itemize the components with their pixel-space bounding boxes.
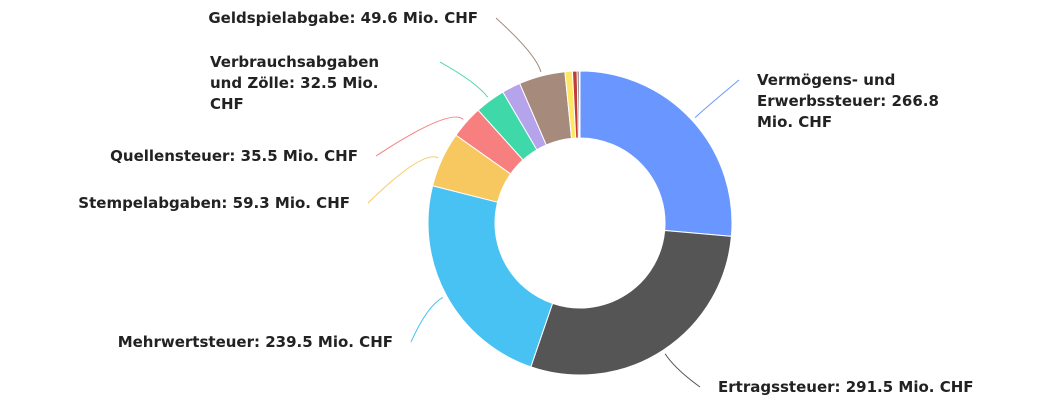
label-line: und Zölle: 32.5 Mio. bbox=[210, 74, 384, 92]
connector bbox=[664, 353, 701, 388]
connector bbox=[439, 61, 489, 98]
connector bbox=[495, 17, 542, 73]
label-line: Stempelabgaben: 59.3 Mio. CHF bbox=[78, 194, 350, 212]
connector bbox=[367, 156, 439, 204]
slice-label: Vermögens- und Erwerbssteuer: 266.8 Mio.… bbox=[757, 71, 944, 131]
slice-label: Geldspielabgabe: 49.6 Mio. CHF bbox=[208, 9, 478, 27]
label-line: Geldspielabgabe: 49.6 Mio. CHF bbox=[208, 9, 478, 27]
slice-label: Quellensteuer: 35.5 Mio. CHF bbox=[110, 147, 358, 165]
label-line: Mio. CHF bbox=[757, 113, 832, 131]
slice bbox=[427, 185, 554, 368]
connector bbox=[694, 79, 740, 119]
label-line: Ertragssteuer: 291.5 Mio. CHF bbox=[718, 378, 974, 396]
connector bbox=[410, 296, 444, 343]
label-line: Verbrauchsabgaben bbox=[210, 53, 384, 71]
slice-label: Ertragssteuer: 291.5 Mio. CHF bbox=[718, 378, 974, 396]
connector bbox=[375, 116, 464, 157]
slice bbox=[530, 229, 732, 376]
label-line: CHF bbox=[210, 95, 244, 113]
label-line: Erwerbssteuer: 266.8 bbox=[757, 92, 944, 110]
label-line: Mehrwertsteuer: 239.5 Mio. CHF bbox=[118, 333, 393, 351]
label-line: Vermögens- und bbox=[757, 71, 901, 89]
slice-label: Stempelabgaben: 59.3 Mio. CHF bbox=[78, 194, 350, 212]
slice-label: Verbrauchsabgaben und Zölle: 32.5 Mio. C… bbox=[210, 53, 384, 113]
slice bbox=[579, 70, 733, 237]
slice-label: Mehrwertsteuer: 239.5 Mio. CHF bbox=[118, 333, 393, 351]
slice bbox=[578, 70, 581, 139]
label-line: Quellensteuer: 35.5 Mio. CHF bbox=[110, 147, 358, 165]
